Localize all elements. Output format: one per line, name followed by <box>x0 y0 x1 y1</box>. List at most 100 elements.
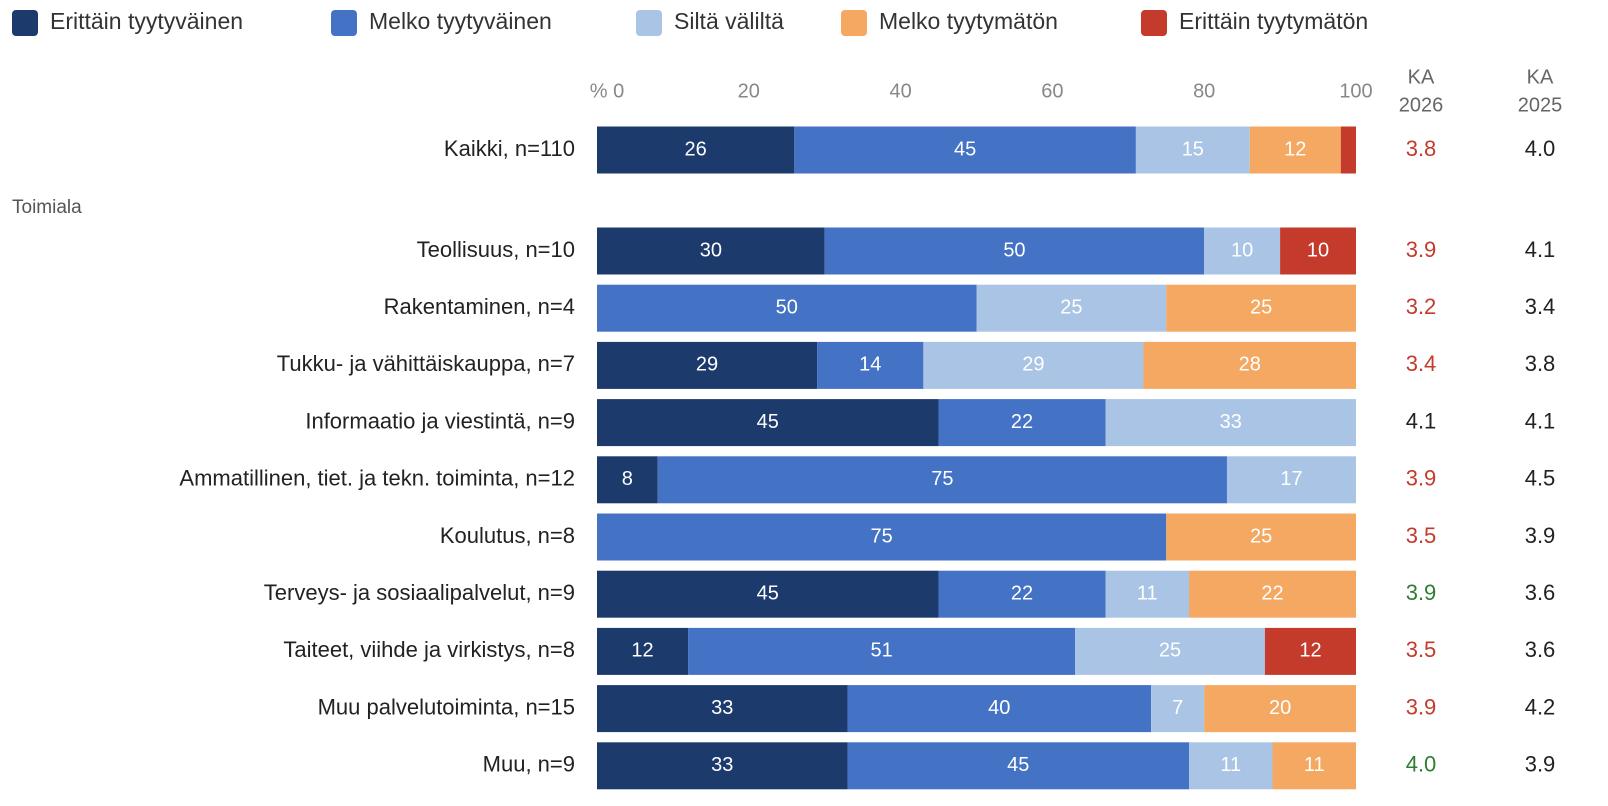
value-label: 45 <box>1007 754 1029 776</box>
bar-segment <box>817 341 924 389</box>
ka-value: 3.9 <box>1525 752 1556 777</box>
bar-segment <box>1280 227 1356 275</box>
bar-segment <box>688 627 1076 675</box>
ka-value: 3.2 <box>1406 294 1437 319</box>
value-label: 30 <box>700 239 722 261</box>
ka-value: 4.0 <box>1406 752 1437 777</box>
ka-value: 3.8 <box>1406 136 1437 161</box>
legend-swatch <box>841 10 867 36</box>
value-label: 8 <box>622 468 633 490</box>
value-label: 75 <box>931 468 953 490</box>
x-tick-label: 60 <box>1041 80 1063 102</box>
bar-segment <box>597 456 658 504</box>
bar-segment <box>923 341 1144 389</box>
legend-swatch <box>331 10 357 36</box>
ka-header: 2026 <box>1399 94 1444 116</box>
bar-segment <box>1226 456 1356 504</box>
category-label: Taiteet, viihde ja virkistys, n=8 <box>283 637 575 662</box>
category-label: Muu palvelutoiminta, n=15 <box>318 694 575 719</box>
bar-segment <box>824 227 1205 275</box>
value-label: 11 <box>1137 582 1158 604</box>
bar-segment <box>1189 570 1356 618</box>
bar-segment <box>597 399 939 447</box>
category-label: Informaatio ja viestintä, n=9 <box>305 408 575 433</box>
ka-value: 3.5 <box>1406 523 1437 548</box>
bar-segment <box>1204 685 1356 733</box>
bar-segment <box>938 570 1106 618</box>
bar-segment <box>1105 399 1356 447</box>
ka-value: 3.4 <box>1406 351 1437 376</box>
value-label: 50 <box>776 296 798 318</box>
bar-segment <box>657 456 1227 504</box>
bar-segment <box>1151 685 1205 733</box>
bar-segment <box>847 685 1152 733</box>
bar-segment <box>1105 570 1190 618</box>
value-label: 11 <box>1304 754 1325 776</box>
value-label: 50 <box>1003 239 1025 261</box>
bar-segment <box>597 742 848 790</box>
ka-value: 4.1 <box>1406 408 1437 433</box>
value-label: 14 <box>859 354 881 376</box>
value-label: 25 <box>1159 640 1181 662</box>
value-label: 75 <box>871 525 893 547</box>
value-label: 12 <box>631 640 653 662</box>
ka-value: 4.1 <box>1525 237 1556 262</box>
category-label: Kaikki, n=110 <box>444 136 575 161</box>
legend-label: Siltä väliltä <box>674 8 784 34</box>
value-label: 15 <box>1182 138 1204 160</box>
value-label: 40 <box>988 697 1010 719</box>
bar-segment <box>1189 742 1273 790</box>
bar-segment <box>1143 341 1356 389</box>
ka-value: 3.6 <box>1525 580 1556 605</box>
value-label: 12 <box>1284 138 1306 160</box>
bar-segment <box>597 513 1167 561</box>
value-label: 7 <box>1172 697 1183 719</box>
value-label: 45 <box>757 582 779 604</box>
legend-swatch <box>12 10 38 36</box>
ka-value: 3.9 <box>1406 580 1437 605</box>
value-label: 29 <box>696 354 718 376</box>
bar-segment <box>847 742 1190 790</box>
value-label: 33 <box>711 697 733 719</box>
x-tick-label: 100 <box>1339 80 1372 102</box>
legend-swatch <box>636 10 662 36</box>
x-tick-label: 40 <box>889 80 911 102</box>
ka-value: 3.9 <box>1406 237 1437 262</box>
value-label: 28 <box>1239 354 1261 376</box>
bar-segment <box>597 126 795 174</box>
ka-value: 4.0 <box>1525 136 1556 161</box>
bar-segment <box>1264 627 1356 675</box>
bar-segment <box>597 284 977 332</box>
ka-value: 3.9 <box>1406 466 1437 491</box>
category-label: Ammatillinen, tiet. ja tekn. toiminta, n… <box>179 466 575 491</box>
x-tick-label: 20 <box>738 80 760 102</box>
bar-segment <box>1249 126 1341 174</box>
bar-segment <box>794 126 1136 174</box>
ka-value: 3.9 <box>1525 523 1556 548</box>
legend-label: Melko tyytymätön <box>879 8 1058 34</box>
ka-header: KA <box>1408 66 1435 88</box>
ka-value: 3.5 <box>1406 637 1437 662</box>
category-label: Teollisuus, n=10 <box>417 237 575 262</box>
ka-value: 3.9 <box>1406 694 1437 719</box>
bar-segment <box>1204 227 1281 275</box>
value-label: 22 <box>1011 582 1033 604</box>
value-label: 25 <box>1250 525 1272 547</box>
value-label: 17 <box>1280 468 1302 490</box>
legend-swatch <box>1141 10 1167 36</box>
bar-segment <box>597 685 848 733</box>
category-label: Terveys- ja sosiaalipalvelut, n=9 <box>264 580 575 605</box>
bar-segment <box>1272 742 1356 790</box>
value-label: 20 <box>1269 697 1291 719</box>
bar-segment <box>597 341 818 389</box>
category-label: Koulutus, n=8 <box>440 523 575 548</box>
ka-value: 4.2 <box>1525 694 1556 719</box>
value-label: 51 <box>871 640 893 662</box>
category-label: Tukku- ja vähittäiskauppa, n=7 <box>277 351 575 376</box>
value-label: 29 <box>1022 354 1044 376</box>
value-label: 22 <box>1011 411 1033 433</box>
value-label: 33 <box>1220 411 1242 433</box>
x-tick-label: 80 <box>1193 80 1215 102</box>
bar-segment <box>597 627 689 675</box>
